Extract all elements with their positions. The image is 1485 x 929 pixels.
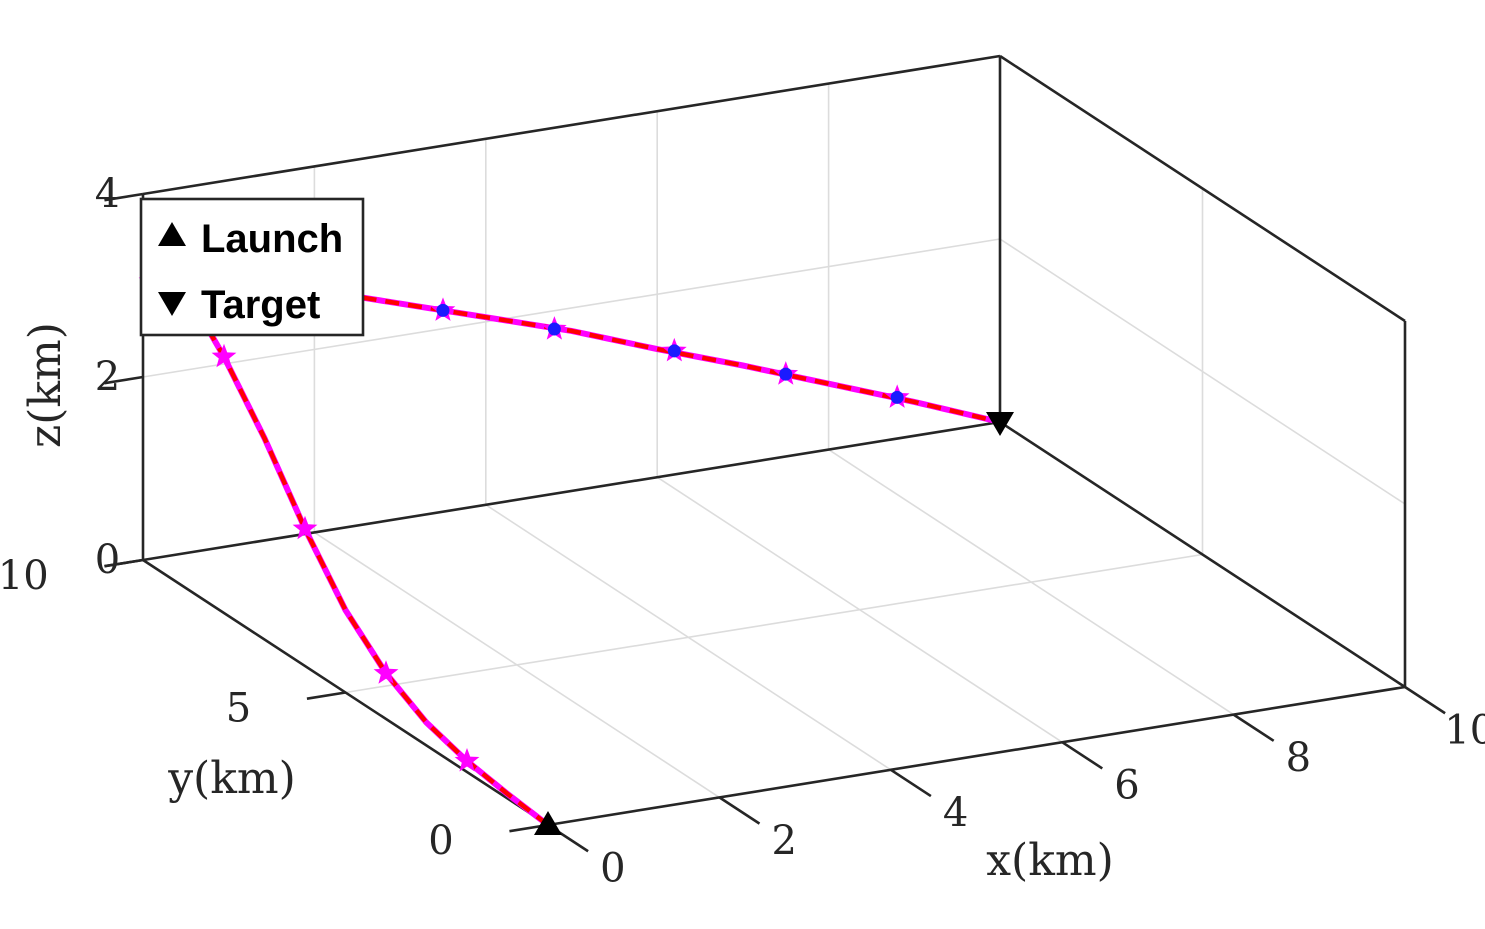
- axis-frame-edge: [142, 54, 1001, 196]
- target-marker: [986, 412, 1014, 436]
- grid-line-back-z: [142, 238, 1001, 378]
- trajectory-markers: [138, 265, 1014, 835]
- legend-target-marker-icon: [158, 292, 186, 316]
- trajectory-circle-marker: [436, 303, 450, 317]
- z-axis-label: z(km): [20, 322, 71, 448]
- axis-frame-edge: [999, 54, 1406, 323]
- trajectory-circle-marker: [667, 344, 681, 358]
- z-tick-mark: [104, 558, 144, 568]
- z-tick-label: 0: [95, 537, 120, 583]
- x-tick-label: 4: [943, 790, 968, 836]
- legend-box: [139, 197, 365, 337]
- y-axis-label: y(km): [167, 753, 296, 804]
- axis-frame-edge: [142, 420, 1001, 562]
- y-tick-label: 10: [0, 553, 49, 599]
- x-tick-mark: [1061, 741, 1104, 770]
- x-tick-label: 10: [1444, 707, 1485, 753]
- trajectory-star-marker: [211, 343, 237, 368]
- legend-launch-label: Launch: [201, 217, 343, 261]
- trajectory-circle-marker: [890, 390, 904, 404]
- launch-marker: [534, 811, 562, 835]
- reference-path-line: [178, 275, 1003, 828]
- x-tick-label: 0: [600, 845, 625, 891]
- trajectory-line: [179, 275, 1001, 827]
- z-tick-mark: [104, 375, 144, 385]
- legend-launch-marker-icon: [158, 222, 186, 246]
- x-tick-label: 6: [1114, 763, 1139, 809]
- x-tick-label: 2: [771, 818, 796, 864]
- y-tick-label: 5: [226, 686, 251, 732]
- legend-target-label: Target: [201, 283, 320, 327]
- x-tick-mark: [1404, 685, 1446, 715]
- x-tick-mark: [890, 768, 932, 798]
- x-tick-label: 8: [1286, 735, 1311, 781]
- grid-line-floor-y: [345, 553, 1203, 694]
- x-tick-mark: [718, 796, 761, 825]
- axes-frame: [141, 54, 1407, 827]
- axis-frame-edge: [547, 685, 1406, 827]
- z-tick-mark: [104, 192, 144, 202]
- tick-marks: [104, 192, 1446, 853]
- x-axis-label: x(km): [986, 835, 1114, 886]
- tick-labels: 0 2 4 6 8 10 0 5 10 0 2 4: [0, 171, 1485, 891]
- grid-lines: [142, 55, 1406, 826]
- x-tick-mark: [1232, 713, 1275, 742]
- y-tick-mark: [306, 691, 346, 700]
- axis-frame-edge: [999, 420, 1406, 689]
- legend: Launch Target: [139, 197, 365, 337]
- trajectory-circle-marker: [779, 367, 793, 381]
- trajectory-star-marker: [373, 660, 399, 684]
- trajectory-star-marker: [292, 515, 318, 540]
- grid-line-side-z: [999, 238, 1406, 505]
- z-tick-label: 4: [95, 171, 120, 217]
- trajectory-circle-marker: [547, 322, 561, 336]
- z-tick-label: 2: [95, 354, 120, 400]
- y-tick-label: 0: [428, 818, 453, 864]
- trajectory-series: [178, 275, 1003, 828]
- trajectory-star-marker: [454, 748, 480, 772]
